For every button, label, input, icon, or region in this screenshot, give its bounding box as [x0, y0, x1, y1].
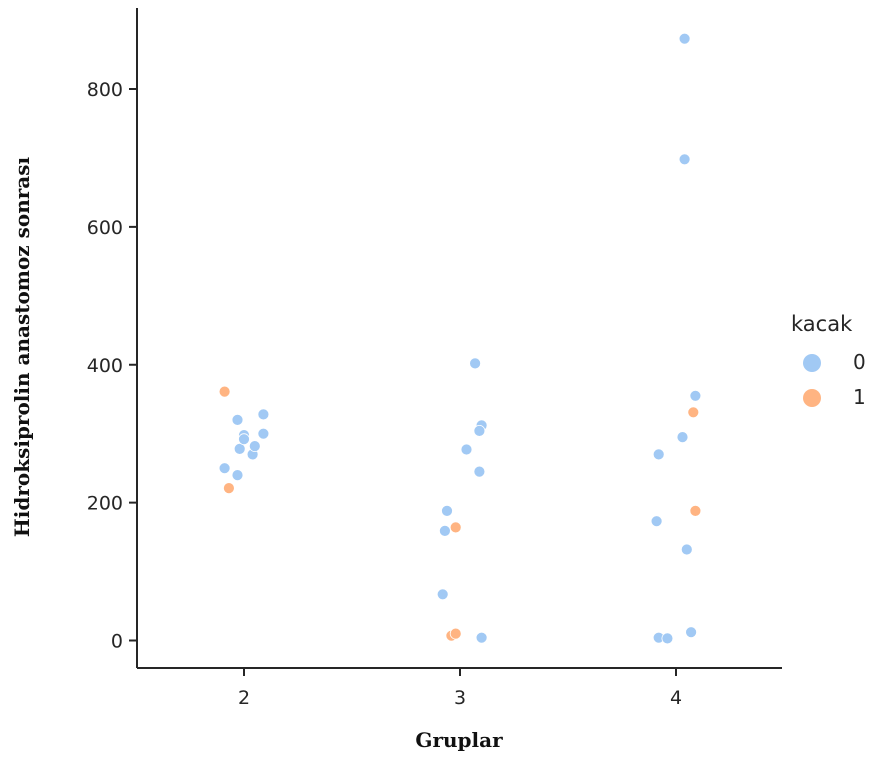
- legend-label-0: 0: [853, 350, 866, 374]
- data-point-kacak-0: [473, 424, 486, 437]
- data-point-kacak-0: [231, 469, 244, 482]
- data-point-kacak-0: [238, 433, 250, 446]
- data-point-kacak-0: [652, 448, 665, 461]
- legend-marker-0: [803, 354, 821, 372]
- legend: kacak 0 1: [791, 312, 866, 409]
- data-point-kacak-0: [231, 413, 244, 426]
- data-point-kacak-0: [436, 588, 449, 601]
- x-tick-label: 4: [670, 687, 682, 709]
- data-point-kacak-0: [473, 465, 486, 478]
- y-tick-label: 200: [87, 493, 123, 515]
- data-point-kacak-1: [449, 627, 462, 640]
- data-point-kacak-0: [676, 431, 689, 444]
- data-point-kacak-0: [441, 504, 453, 517]
- data-point-kacak-1: [689, 504, 702, 517]
- y-axis-title: Hidroksiprolin anastomoz sonrası: [10, 156, 34, 537]
- axes: [136, 8, 782, 669]
- y-tick-label: 0: [111, 631, 123, 653]
- x-ticks: 2 3 4: [238, 668, 682, 709]
- x-tick-label: 2: [238, 687, 250, 709]
- data-point-kacak-0: [233, 442, 246, 455]
- data-point-kacak-0: [248, 440, 261, 453]
- data-point-kacak-0: [469, 357, 482, 370]
- data-point-kacak-0: [685, 626, 697, 639]
- legend-title: kacak: [791, 312, 853, 336]
- y-tick-label: 800: [87, 79, 123, 101]
- data-point-kacak-0: [689, 389, 702, 402]
- data-point-kacak-0: [678, 153, 691, 166]
- data-point-kacak-0: [680, 543, 693, 556]
- data-point-kacak-0: [661, 632, 674, 645]
- y-tick-label: 600: [87, 217, 123, 239]
- legend-label-1: 1: [853, 385, 866, 409]
- data-point-kacak-1: [218, 385, 231, 398]
- x-tick-label: 3: [454, 687, 466, 709]
- data-point-kacak-1: [222, 482, 235, 495]
- data-point-kacak-0: [438, 525, 451, 537]
- data-points: [218, 32, 702, 645]
- data-point-kacak-1: [687, 406, 700, 419]
- data-point-kacak-0: [257, 427, 270, 440]
- legend-marker-1: [803, 389, 821, 407]
- data-point-kacak-0: [257, 408, 270, 421]
- data-point-kacak-0: [460, 443, 473, 456]
- x-axis-title: Gruplar: [415, 728, 503, 752]
- data-point-kacak-0: [218, 462, 231, 475]
- data-point-kacak-1: [449, 521, 462, 534]
- y-ticks: 0 200 400 600 800: [87, 79, 137, 653]
- data-point-kacak-0: [650, 515, 663, 528]
- data-point-kacak-0: [475, 631, 488, 644]
- data-point-kacak-0: [678, 32, 691, 45]
- y-tick-label: 400: [87, 355, 123, 377]
